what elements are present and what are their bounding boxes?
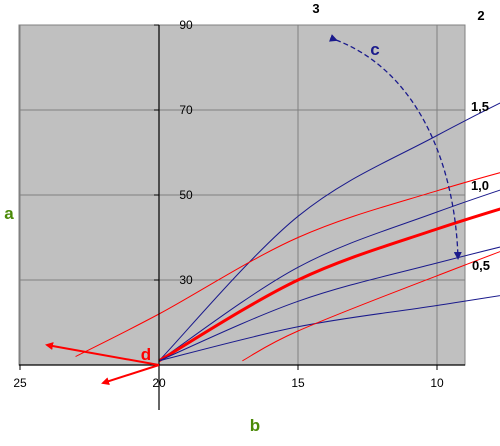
y-tick-label: 30 (179, 273, 193, 287)
x-tick-label: 15 (291, 376, 305, 390)
annotation-b: b (250, 416, 260, 435)
curve-label-1-0: 1,0 (471, 178, 489, 193)
curve-label-2: 2 (477, 8, 484, 23)
axes (19, 24, 465, 410)
annotation-c: c (370, 40, 379, 59)
curve-1-0 (158, 246, 500, 362)
curve-0-5 (158, 295, 500, 362)
annotation-a: a (4, 204, 14, 223)
curves (75, 102, 500, 363)
arrow-d-left (45, 342, 160, 366)
curve-1-5 (158, 207, 500, 363)
curve-label-1-5: 1,5 (471, 99, 489, 114)
x-tick-label: 20 (152, 376, 166, 390)
curve-label-0-5: 0,5 (472, 258, 490, 273)
annotations (45, 34, 462, 385)
chart-text: 321,51,00,52520151050-5-10-1530507090abc… (4, 1, 490, 435)
x-tick-label: 25 (13, 376, 27, 390)
curve-3 (158, 102, 500, 362)
curve-bound-5 (75, 172, 500, 357)
curve-bound-6 (242, 251, 500, 362)
x-tick-label: 10 (430, 376, 444, 390)
annotation-d: d (141, 345, 151, 364)
y-tick-label: 70 (179, 103, 193, 117)
y-tick-label: 50 (179, 188, 193, 202)
curve-2 (158, 189, 500, 362)
y-tick-label: 90 (179, 18, 193, 32)
arrow-d-right (101, 364, 160, 385)
curve-label-3: 3 (312, 1, 319, 16)
arrow-c (328, 34, 462, 260)
